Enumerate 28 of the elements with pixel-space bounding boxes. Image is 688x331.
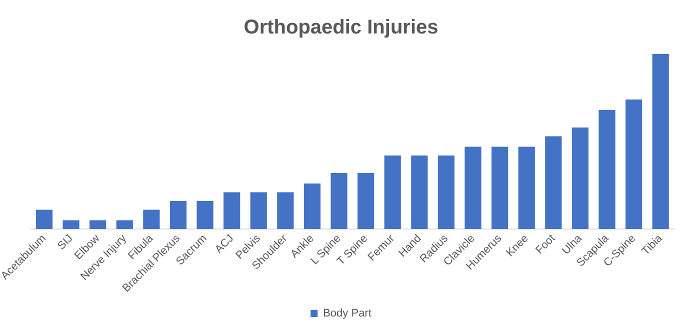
bar (598, 110, 616, 230)
legend-label: Body Part (323, 308, 372, 320)
bar (36, 210, 53, 230)
bar (358, 173, 374, 230)
bar (116, 220, 133, 230)
bar (196, 201, 214, 230)
bar (464, 146, 482, 230)
bar (62, 220, 80, 230)
bar (572, 128, 589, 230)
x-tick-label: Tibia (640, 232, 666, 258)
bar (330, 173, 348, 230)
bar (518, 146, 535, 230)
bar (224, 192, 240, 230)
bar (170, 201, 187, 230)
x-tick-label: SIJ (56, 232, 76, 252)
chart-title: Orthopaedic Injuries (244, 16, 438, 39)
bar (492, 146, 508, 230)
bar (384, 156, 401, 230)
bar (143, 210, 160, 230)
bar (545, 136, 562, 230)
bar (277, 192, 294, 230)
bar (438, 156, 455, 230)
bar (304, 184, 321, 230)
bar (652, 54, 669, 230)
bar (625, 100, 642, 230)
bar (250, 192, 267, 230)
bar (411, 156, 428, 230)
bar (90, 220, 106, 230)
